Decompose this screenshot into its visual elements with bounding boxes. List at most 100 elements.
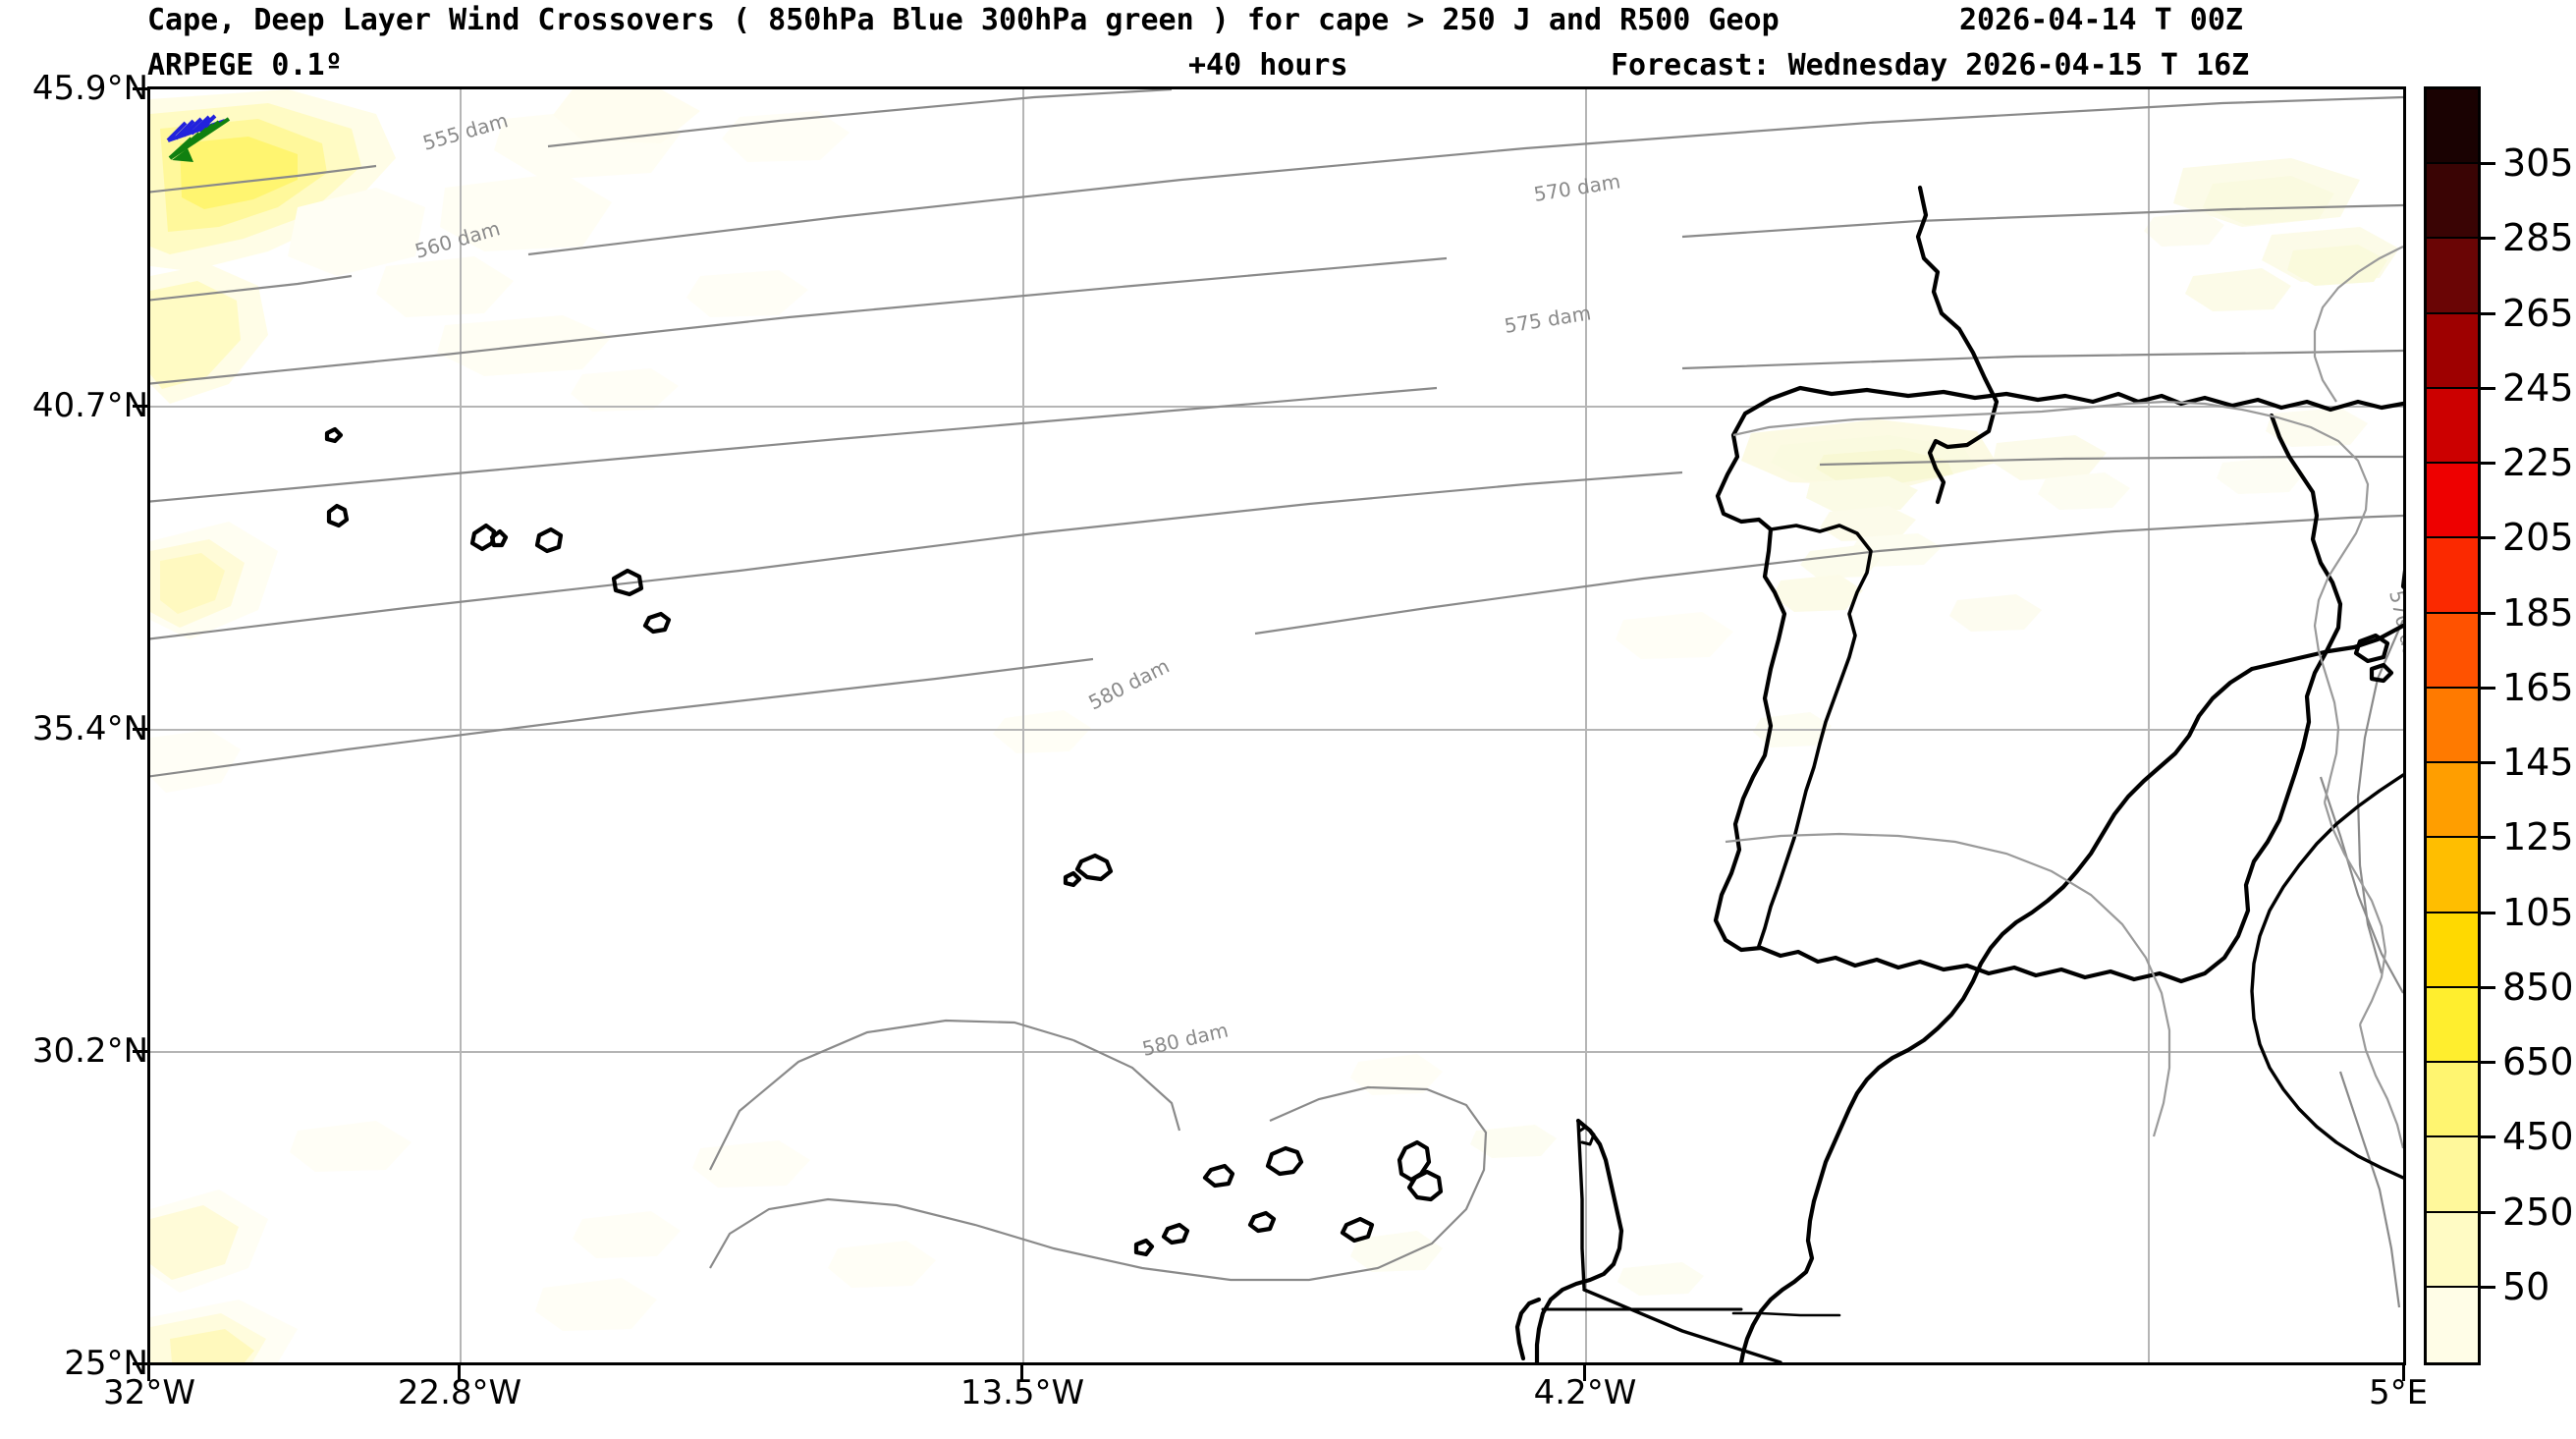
colorbar-tick-mark: [2481, 836, 2495, 840]
run-datetime-label: 2026-04-14 T 00Z: [1959, 3, 2243, 37]
colorbar-separator: [2424, 536, 2481, 539]
contour-label: 575 dam: [1503, 301, 1593, 338]
colorbar-segment: [2427, 313, 2478, 389]
colorbar-tick-label: 3050: [2502, 141, 2576, 186]
colorbar-tick-mark: [2481, 237, 2495, 241]
y-tick-label: 40.7°N: [31, 386, 148, 425]
colorbar-tick-label: 2450: [2502, 365, 2576, 410]
colorbar-tick-label: 2650: [2502, 291, 2576, 335]
colorbar-segment: [2427, 538, 2478, 614]
colorbar-tick-mark: [2481, 162, 2495, 166]
coastline-layer: [324, 185, 2403, 1362]
colorbar-separator: [2424, 611, 2481, 614]
wind-barb-layer: [166, 114, 231, 162]
colorbar-separator: [2424, 761, 2481, 764]
colorbar-tick-mark: [2481, 1210, 2495, 1214]
wind-barb-300hpa: [168, 117, 231, 162]
colorbar-segment: [2427, 613, 2478, 689]
colorbar-tick-mark: [2481, 386, 2495, 390]
colorbar-tick-label: 1050: [2502, 890, 2576, 934]
colorbar-tick-mark: [2481, 462, 2495, 466]
colorbar-tick-mark: [2481, 761, 2495, 765]
colorbar-separator: [2424, 1210, 2481, 1213]
y-tick-label: 30.2°N: [31, 1031, 148, 1071]
colorbar-tick-label: 2050: [2502, 516, 2576, 560]
y-tick-mark: [133, 405, 148, 408]
colorbar-tick-mark: [2481, 1135, 2495, 1139]
colorbar-tick-label: 1850: [2502, 590, 2576, 635]
colorbar-segment: [2427, 688, 2478, 764]
lead-time-label: +40 hours: [1188, 48, 1348, 83]
colorbar-tick-label: 250: [2502, 1190, 2574, 1234]
colorbar-segment: [2427, 388, 2478, 465]
colorbar-tick-mark: [2481, 611, 2495, 615]
colorbar-separator: [2424, 1285, 2481, 1288]
contour-label: 580 dam: [1140, 1018, 1231, 1060]
colorbar-separator: [2424, 462, 2481, 465]
cape-shading-layer: [150, 89, 2399, 1362]
colorbar-tick-label: 1250: [2502, 815, 2576, 859]
colorbar-separator: [2424, 1061, 2481, 1064]
colorbar-separator: [2424, 386, 2481, 389]
colorbar-tick-label: 850: [2502, 965, 2574, 1009]
colorbar[interactable]: [2424, 86, 2481, 1365]
colorbar-segment: [2427, 239, 2478, 314]
admin-boundary-layer: [1725, 246, 2403, 1149]
y-tick-mark: [133, 1362, 148, 1365]
x-tick-mark: [1583, 1365, 1586, 1381]
contour-label: 570 dam: [1532, 169, 1622, 206]
colorbar-tick-mark: [2481, 1061, 2495, 1065]
x-tick-mark: [147, 1365, 150, 1381]
colorbar-separator: [2424, 1135, 2481, 1138]
x-tick-mark: [2402, 1365, 2405, 1381]
colorbar-tick-mark: [2481, 686, 2495, 690]
y-tick-label: 35.4°N: [31, 709, 148, 748]
contour-label-layer: 555 dam 560 dam 570 dam 575 dam 580 dam …: [412, 108, 2403, 1061]
colorbar-tick-label: 1450: [2502, 741, 2576, 785]
colorbar-tick-mark: [2481, 311, 2495, 315]
forecast-valid-label: Forecast: Wednesday 2026-04-15 T 16Z: [1611, 48, 2250, 83]
colorbar-segment: [2427, 89, 2478, 165]
colorbar-tick-label: 1650: [2502, 665, 2576, 709]
chart-title: Cape, Deep Layer Wind Crossovers ( 850hP…: [147, 3, 1780, 37]
colorbar-tick-mark: [2481, 536, 2495, 540]
colorbar-segment: [2427, 987, 2478, 1064]
colorbar-segment: [2427, 913, 2478, 988]
title-block: Cape, Deep Layer Wind Crossovers ( 850hP…: [0, 0, 2576, 88]
x-tick-mark: [458, 1365, 461, 1381]
colorbar-segment: [2427, 464, 2478, 539]
colorbar-tick-label: 2250: [2502, 441, 2576, 485]
y-tick-mark: [133, 1050, 148, 1053]
colorbar-separator: [2424, 686, 2481, 689]
colorbar-separator: [2424, 311, 2481, 314]
colorbar-segment: [2427, 164, 2478, 240]
colorbar-segment: [2427, 1137, 2478, 1213]
x-tick-mark: [1020, 1365, 1023, 1381]
map-gridlines: [150, 89, 2403, 1362]
colorbar-segment: [2427, 1063, 2478, 1138]
colorbar-tick-mark: [2481, 1285, 2495, 1289]
contour-label: 580 dam: [1084, 654, 1173, 715]
colorbar-tick-label: 450: [2502, 1115, 2574, 1159]
colorbar-separator: [2424, 911, 2481, 913]
colorbar-tick-label: 50: [2502, 1264, 2550, 1308]
colorbar-separator: [2424, 237, 2481, 240]
y-tick-label: 45.9°N: [31, 69, 148, 108]
colorbar-segment: [2427, 1212, 2478, 1288]
colorbar-tick-mark: [2481, 985, 2495, 989]
x-tick-label: 5°E: [2368, 1373, 2429, 1412]
colorbar-separator: [2424, 836, 2481, 839]
colorbar-tick-mark: [2481, 911, 2495, 914]
y-tick-mark: [133, 728, 148, 731]
map-canvas: 555 dam 560 dam 570 dam 575 dam 580 dam …: [150, 89, 2403, 1362]
geopotential-contour-layer: [150, 89, 2403, 1308]
colorbar-separator: [2424, 985, 2481, 988]
colorbar-tick-label: 650: [2502, 1040, 2574, 1084]
colorbar-segment: [2427, 763, 2478, 839]
model-label: ARPEGE 0.1º: [147, 48, 343, 83]
colorbar-segment: [2427, 838, 2478, 913]
map-plot-area[interactable]: 555 dam 560 dam 570 dam 575 dam 580 dam …: [147, 86, 2406, 1365]
colorbar-separator: [2424, 162, 2481, 165]
colorbar-segment: [2427, 1287, 2478, 1362]
